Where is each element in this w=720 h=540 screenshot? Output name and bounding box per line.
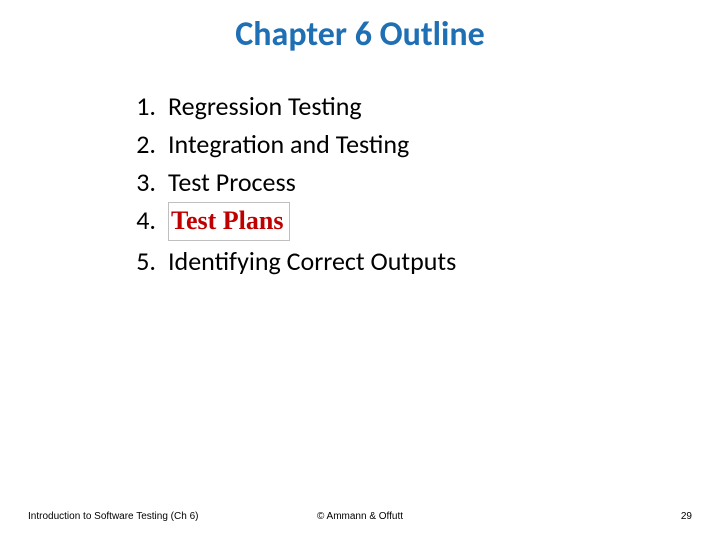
list-number: 4. bbox=[120, 202, 156, 238]
list-item: 2. Integration and Testing bbox=[120, 126, 456, 162]
list-label: Identifying Correct Outputs bbox=[168, 243, 456, 279]
list-item: 4. Test Plans bbox=[120, 202, 456, 241]
list-number: 5. bbox=[120, 243, 156, 279]
list-label: Integration and Testing bbox=[168, 126, 409, 162]
list-label: Regression Testing bbox=[168, 88, 362, 124]
footer-center: © Ammann & Offutt bbox=[0, 511, 720, 522]
list-label-highlighted: Test Plans bbox=[168, 202, 290, 241]
list-item: 3. Test Process bbox=[120, 164, 456, 200]
footer-page-number: 29 bbox=[681, 511, 692, 522]
outline-list: 1. Regression Testing 2. Integration and… bbox=[120, 88, 456, 281]
list-item: 5. Identifying Correct Outputs bbox=[120, 243, 456, 279]
list-number: 1. bbox=[120, 88, 156, 124]
list-number: 3. bbox=[120, 164, 156, 200]
slide-title: Chapter 6 Outline bbox=[0, 14, 720, 55]
list-label: Test Process bbox=[168, 164, 296, 200]
list-item: 1. Regression Testing bbox=[120, 88, 456, 124]
list-number: 2. bbox=[120, 126, 156, 162]
slide: Chapter 6 Outline 1. Regression Testing … bbox=[0, 0, 720, 540]
